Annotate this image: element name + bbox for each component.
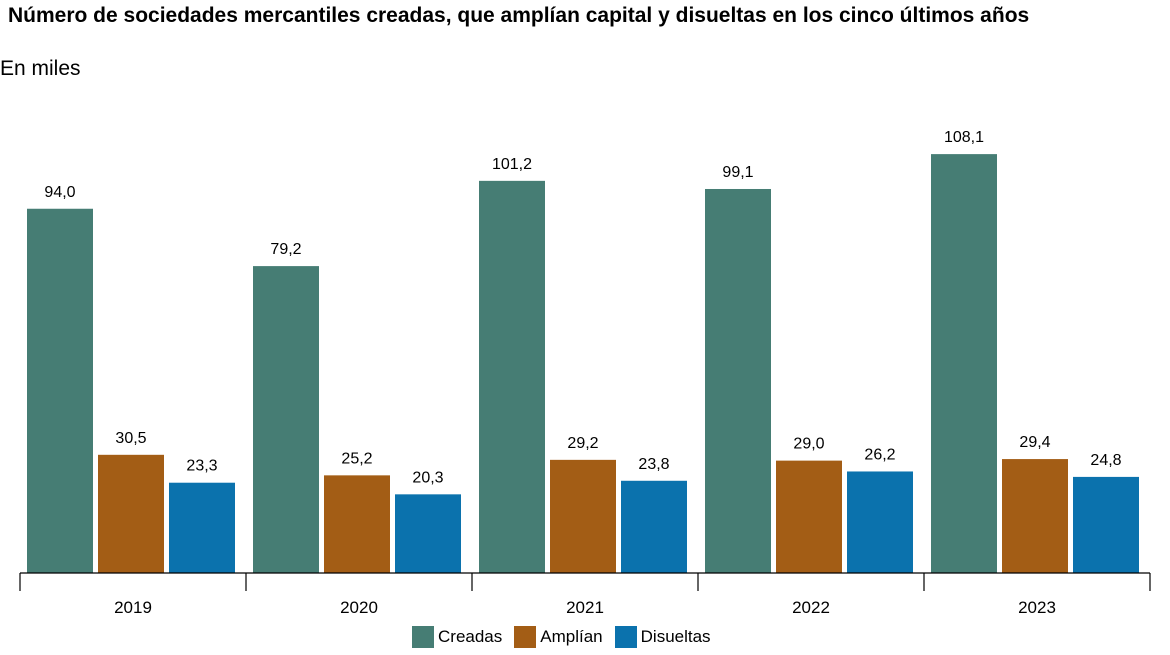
- legend-label-disueltas: Disueltas: [640, 627, 711, 646]
- data-label-creadas-2022: 99,1: [722, 164, 753, 181]
- bar-disueltas-2021: [621, 480, 687, 573]
- bar-disueltas-2020: [395, 494, 461, 573]
- chart-title: Número de sociedades mercantiles creadas…: [8, 4, 1030, 27]
- bar-amplían-2021: [550, 459, 616, 573]
- data-label-amplían-2019: 30,5: [115, 430, 146, 447]
- legend-item-amplian: Amplían: [514, 626, 603, 648]
- bar-creadas-2022: [705, 188, 771, 574]
- bar-amplían-2020: [324, 475, 390, 573]
- bar-chart: 94,0 30,5 23,3 2019 79,2 25,2 20,3 2020 101,2 29,…: [19, 129, 1151, 617]
- data-label-disueltas-2022: 26,2: [864, 446, 895, 463]
- data-label-creadas-2019: 94,0: [44, 184, 75, 201]
- bar-amplían-2023: [1002, 459, 1068, 573]
- bar-creadas-2019: [27, 208, 93, 573]
- data-label-creadas-2021: 101,2: [492, 156, 532, 173]
- legend-item-creadas: Creadas: [412, 626, 502, 648]
- data-label-amplían-2022: 29,0: [793, 436, 824, 453]
- bar-disueltas-2022: [847, 471, 913, 573]
- x-tick-label-2021: 2021: [566, 598, 604, 617]
- bar-creadas-2020: [253, 266, 319, 573]
- bar-disueltas-2019: [169, 482, 235, 573]
- legend-item-disueltas: Disueltas: [614, 626, 711, 648]
- bar-creadas-2023: [931, 154, 997, 574]
- data-label-creadas-2020: 79,2: [270, 241, 301, 258]
- x-tick-label-2019: 2019: [114, 598, 152, 617]
- legend-label-amplian: Amplían: [540, 627, 603, 646]
- legend: Creadas Amplían Disueltas: [412, 626, 723, 648]
- data-label-amplían-2023: 29,4: [1019, 434, 1050, 451]
- data-label-disueltas-2023: 24,8: [1090, 452, 1121, 469]
- data-label-disueltas-2019: 23,3: [186, 458, 217, 475]
- legend-swatch-amplian: [514, 626, 537, 648]
- data-label-creadas-2023: 108,1: [944, 129, 984, 146]
- legend-label-creadas: Creadas: [438, 627, 503, 646]
- data-label-disueltas-2020: 20,3: [412, 469, 443, 486]
- bar-amplían-2022: [776, 460, 842, 573]
- legend-swatch-creadas: [412, 626, 434, 648]
- x-tick-label-2022: 2022: [792, 598, 830, 617]
- x-tick-label-2023: 2023: [1018, 598, 1056, 617]
- data-label-amplían-2020: 25,2: [341, 450, 372, 467]
- data-label-amplían-2021: 29,2: [567, 435, 598, 452]
- chart-subtitle: En miles: [0, 57, 81, 80]
- data-label-disueltas-2021: 23,8: [638, 456, 669, 473]
- bar-creadas-2021: [479, 180, 545, 573]
- bar-disueltas-2023: [1073, 476, 1139, 573]
- legend-swatch-disueltas: [614, 626, 637, 648]
- x-tick-label-2020: 2020: [340, 598, 378, 617]
- bar-amplían-2019: [98, 454, 164, 573]
